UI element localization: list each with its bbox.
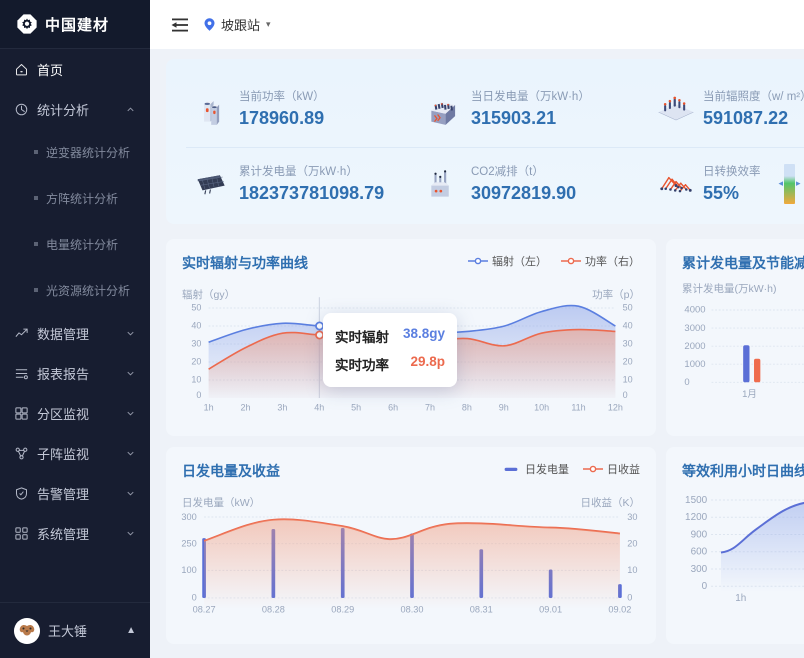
svg-text:0: 0 (623, 390, 628, 400)
svg-text:300: 300 (691, 564, 708, 575)
svg-text:4000: 4000 (684, 305, 705, 316)
svg-text:3h: 3h (277, 403, 287, 413)
svg-text:0: 0 (684, 377, 689, 388)
svg-text:20: 20 (627, 538, 637, 548)
svg-text:30: 30 (191, 339, 201, 349)
svg-text:40: 40 (191, 321, 201, 331)
svg-text:3000: 3000 (684, 323, 705, 334)
svg-text:9h: 9h (499, 403, 509, 413)
svg-text:1000: 1000 (684, 359, 705, 370)
svg-text:6h: 6h (388, 403, 398, 413)
svg-text:50: 50 (623, 303, 633, 313)
svg-text:0: 0 (196, 390, 201, 400)
svg-text:1h: 1h (735, 593, 746, 604)
svg-text:100: 100 (181, 565, 196, 575)
svg-text:4h: 4h (314, 403, 324, 413)
svg-text:30: 30 (623, 339, 633, 349)
svg-text:0: 0 (192, 593, 197, 603)
svg-text:10h: 10h (534, 403, 549, 413)
svg-text:12h: 12h (608, 403, 623, 413)
svg-text:30: 30 (627, 512, 637, 522)
svg-text:0: 0 (702, 581, 708, 592)
svg-text:10: 10 (627, 565, 637, 575)
svg-text:250: 250 (181, 538, 196, 548)
svg-text:10: 10 (623, 375, 633, 385)
svg-text:8h: 8h (462, 403, 472, 413)
svg-text:20: 20 (623, 357, 633, 367)
svg-text:900: 900 (691, 529, 708, 540)
svg-text:10: 10 (191, 375, 201, 385)
svg-text:40: 40 (623, 321, 633, 331)
svg-text:2h: 2h (240, 403, 250, 413)
svg-text:20: 20 (191, 357, 201, 367)
svg-text:1h: 1h (204, 403, 214, 413)
svg-text:11h: 11h (571, 403, 585, 413)
svg-text:0: 0 (627, 593, 632, 603)
svg-text:7h: 7h (425, 403, 435, 413)
svg-text:300: 300 (181, 512, 196, 522)
svg-text:1500: 1500 (685, 495, 708, 506)
svg-text:5h: 5h (351, 403, 361, 413)
svg-text:600: 600 (691, 547, 708, 558)
svg-text:1200: 1200 (685, 512, 708, 523)
svg-text:1月: 1月 (742, 389, 757, 400)
svg-text:50: 50 (191, 303, 201, 313)
svg-text:2000: 2000 (684, 341, 705, 352)
